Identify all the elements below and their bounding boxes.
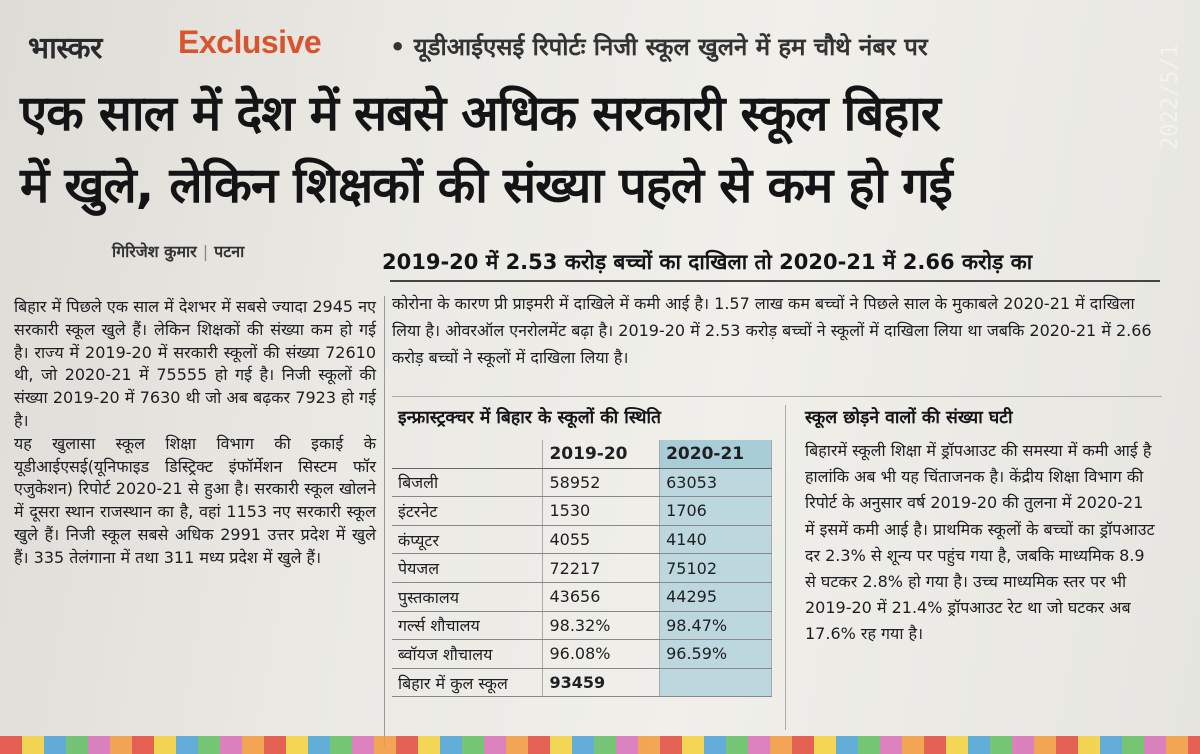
table-cell: 4140: [659, 525, 772, 555]
table-cell: 98.47%: [659, 611, 772, 641]
table-cell: गर्ल्स शौचालय: [392, 611, 544, 641]
table-header-row: 2019-20 2020-21: [392, 440, 772, 469]
table-cell: 1706: [659, 496, 772, 526]
section-divider: [390, 280, 1160, 282]
column-divider: [785, 405, 786, 730]
left-paragraph-2: यह खुलासा स्कूल शिक्षा विभाग की इकाई के …: [14, 433, 376, 567]
table-row: इंटरनेट 1530 1706: [392, 496, 772, 526]
dropout-title: स्कूल छोड़ने वालों की संख्या घटी: [805, 408, 1013, 428]
table-cell: 96.08%: [542, 639, 661, 669]
table-cell: 44295: [659, 582, 772, 612]
table-row: पुस्तकालय 43656 44295: [392, 582, 772, 612]
table-row: पेयजल 72217 75102: [392, 553, 772, 583]
brand-exclusive: Exclusive: [178, 24, 322, 60]
table-cell: 58952: [542, 468, 661, 498]
table-row: ब्वॉयज शौचालय 96.08% 96.59%: [392, 639, 772, 669]
kicker-subtitle: • यूडीआईएसई रिपोर्टः निजी स्कूल खुलने मे…: [390, 33, 928, 61]
table-cell: 63053: [659, 468, 772, 498]
dropout-article: बिहारमें स्कूली शिक्षा में ड्रॉपआउट की स…: [805, 438, 1155, 648]
table-row: कंप्यूटर 4055 4140: [392, 525, 772, 555]
byline-separator: |: [202, 242, 209, 261]
table-cell: 75102: [659, 553, 772, 583]
infra-table: 2019-20 2020-21 बिजली 58952 63053 इंटरने…: [392, 440, 772, 698]
table-cell: 72217: [542, 553, 661, 583]
table-cell: 43656: [542, 582, 661, 612]
byline-author: गिरिजेश कुमार: [112, 242, 197, 261]
table-row-total: बिहार में कुल स्कूल 93459: [392, 668, 772, 698]
table-cell: पुस्तकालय: [392, 582, 544, 612]
table-cell: बिजली: [392, 468, 544, 498]
byline-place: पटना: [214, 242, 245, 261]
brand-name: भास्कर: [28, 31, 102, 66]
table-cell: बिहार में कुल स्कूल: [392, 668, 544, 698]
table-cell: 96.59%: [659, 639, 772, 669]
table-cell: [659, 668, 772, 698]
enrollment-paragraph: कोरोना के कारण प्री प्राइमरी में दाखिले …: [392, 294, 1152, 367]
table-cell: इंटरनेट: [392, 496, 544, 526]
table-header-cell: 2019-20: [542, 440, 661, 469]
enrollment-text: कोरोना के कारण प्री प्राइमरी में दाखिले …: [392, 290, 1162, 371]
headline: एक साल में देश में सबसे अधिक सरकारी स्कू…: [20, 78, 1160, 222]
table-row: बिजली 58952 63053: [392, 468, 772, 498]
table-row: गर्ल्स शौचालय 98.32% 98.47%: [392, 611, 772, 641]
table-cell: पेयजल: [392, 553, 544, 583]
table-cell: 93459: [542, 668, 661, 698]
photo-datestamp: 2022/5/1: [1158, 44, 1183, 150]
table-cell: 4055: [542, 525, 661, 555]
enrollment-subhead: 2019-20 में 2.53 करोड़ बच्चों का दाखिला …: [382, 250, 1033, 274]
table-cell: 1530: [542, 496, 661, 526]
byline: गिरिजेश कुमार | पटना: [112, 240, 244, 262]
colored-border-strip: [0, 736, 1200, 754]
headline-line-1: एक साल में देश में सबसे अधिक सरकारी स्कू…: [20, 85, 941, 142]
headline-line-2: में खुले, लेकिन शिक्षकों की संख्या पहले …: [20, 157, 953, 214]
table-header-cell: [392, 440, 544, 469]
section-rule: [392, 396, 1162, 397]
table-cell: 98.32%: [542, 611, 661, 641]
table-header-cell: 2020-21: [659, 440, 772, 469]
infra-table-title: इन्फ्रास्ट्रक्चर में बिहार के स्कूलों की…: [398, 408, 661, 428]
table-cell: कंप्यूटर: [392, 525, 544, 555]
left-paragraph-1: बिहार में पिछले एक साल में देशभर में सबस…: [14, 297, 376, 430]
dropout-paragraph: बिहारमें स्कूली शिक्षा में ड्रॉपआउट की स…: [805, 441, 1155, 644]
left-column-article: बिहार में पिछले एक साल में देशभर में सबस…: [14, 296, 385, 746]
table-cell: ब्वॉयज शौचालय: [392, 639, 544, 669]
